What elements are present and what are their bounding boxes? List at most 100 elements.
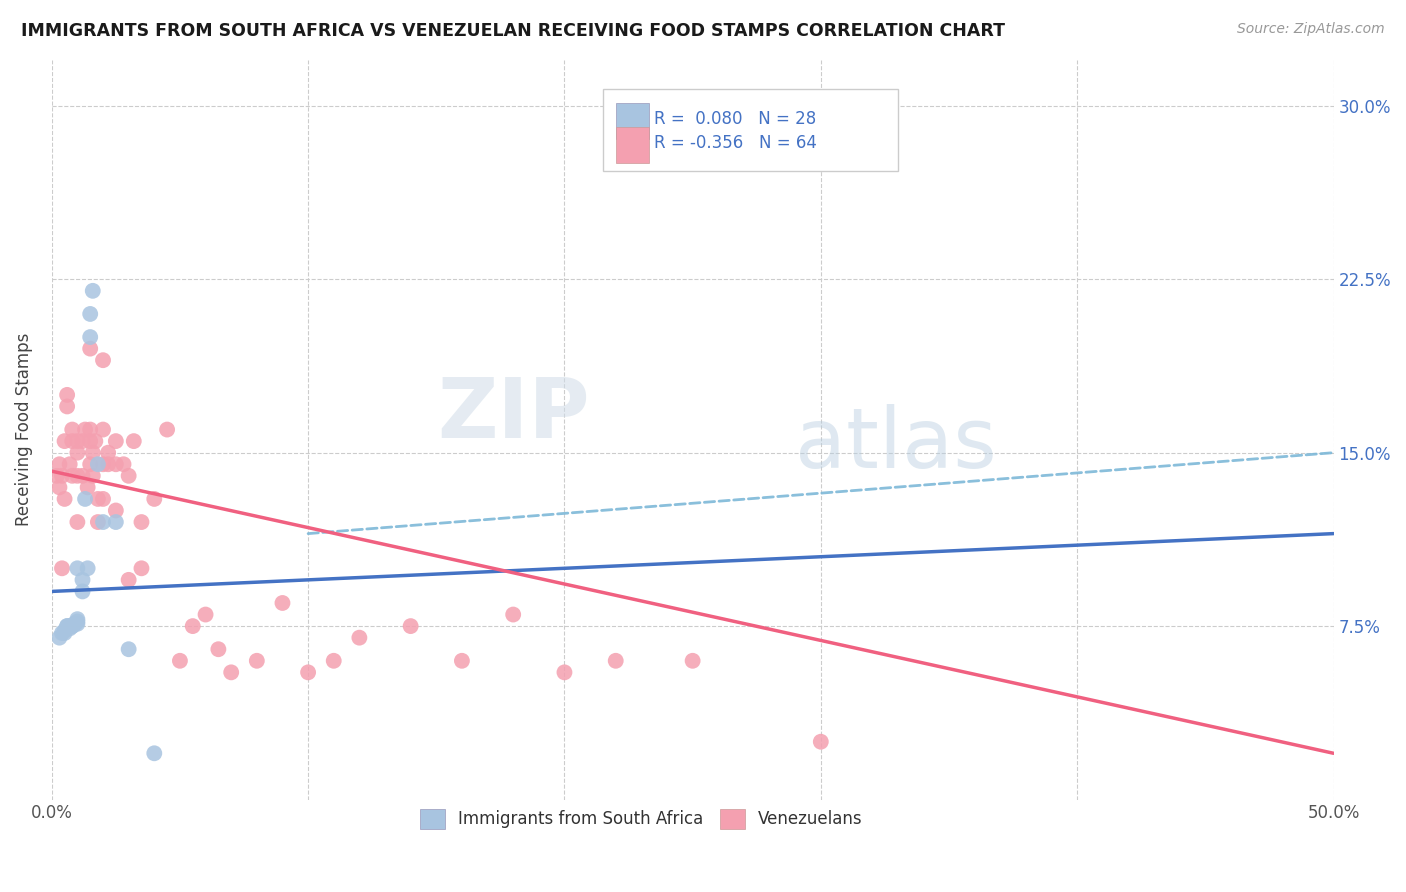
Point <box>53 434 76 449</box>
Point <box>76 480 98 494</box>
Point <box>194 607 217 622</box>
Point <box>56 388 79 402</box>
Point <box>451 654 474 668</box>
Point <box>84 434 107 449</box>
Point <box>156 423 179 437</box>
Text: ZIP: ZIP <box>437 375 591 455</box>
Point <box>59 619 82 633</box>
Point <box>97 445 120 459</box>
Point <box>112 457 135 471</box>
Point <box>66 468 89 483</box>
Point <box>104 503 127 517</box>
Point <box>76 561 98 575</box>
Point <box>82 468 104 483</box>
FancyBboxPatch shape <box>603 89 897 170</box>
Point <box>502 607 524 622</box>
Point <box>45 468 67 483</box>
Point <box>143 491 166 506</box>
Point <box>91 491 114 506</box>
Point <box>66 616 89 631</box>
Point <box>75 423 97 437</box>
Point <box>56 400 79 414</box>
Point <box>118 468 141 483</box>
Text: IMMIGRANTS FROM SOUTH AFRICA VS VENEZUELAN RECEIVING FOOD STAMPS CORRELATION CHA: IMMIGRANTS FROM SOUTH AFRICA VS VENEZUEL… <box>21 22 1005 40</box>
Point <box>56 619 79 633</box>
Point <box>246 654 269 668</box>
Point <box>60 619 83 633</box>
Point <box>104 434 127 449</box>
Point <box>181 619 204 633</box>
Point <box>66 515 89 529</box>
Point <box>169 654 191 668</box>
Text: atlas: atlas <box>796 404 997 485</box>
Point <box>143 746 166 760</box>
Point <box>48 480 70 494</box>
FancyBboxPatch shape <box>616 103 650 139</box>
Point <box>51 468 73 483</box>
Point <box>399 619 422 633</box>
Point <box>349 631 371 645</box>
Point <box>104 515 127 529</box>
Text: R =  0.080   N = 28: R = 0.080 N = 28 <box>654 110 817 128</box>
Point <box>271 596 294 610</box>
Point <box>682 654 704 668</box>
Point <box>79 423 101 437</box>
Point <box>122 434 145 449</box>
Point <box>66 612 89 626</box>
Point <box>51 561 73 575</box>
Point <box>48 457 70 471</box>
Point <box>553 665 575 680</box>
Point <box>91 515 114 529</box>
Point <box>66 445 89 459</box>
Point <box>66 434 89 449</box>
Text: R = -0.356   N = 64: R = -0.356 N = 64 <box>654 134 817 153</box>
Point <box>79 330 101 344</box>
Point <box>51 626 73 640</box>
Point <box>60 468 83 483</box>
Point <box>72 584 94 599</box>
Point <box>48 631 70 645</box>
Point <box>79 434 101 449</box>
Point <box>322 654 344 668</box>
Point <box>118 573 141 587</box>
Point <box>82 284 104 298</box>
Point <box>97 457 120 471</box>
Point <box>66 561 89 575</box>
Point <box>60 423 83 437</box>
Point <box>91 457 114 471</box>
Legend: Immigrants from South Africa, Venezuelans: Immigrants from South Africa, Venezuelan… <box>413 802 870 836</box>
Point <box>91 353 114 368</box>
Point <box>60 619 83 633</box>
Point <box>72 573 94 587</box>
Point <box>104 457 127 471</box>
Point <box>79 307 101 321</box>
Point <box>53 624 76 638</box>
Point <box>91 423 114 437</box>
Y-axis label: Receiving Food Stamps: Receiving Food Stamps <box>15 333 32 526</box>
FancyBboxPatch shape <box>616 127 650 163</box>
Point <box>75 491 97 506</box>
Point <box>131 561 153 575</box>
Point <box>82 445 104 459</box>
Point <box>53 626 76 640</box>
Point <box>59 457 82 471</box>
Point <box>87 515 110 529</box>
Point <box>118 642 141 657</box>
Point <box>63 616 86 631</box>
Point <box>207 642 229 657</box>
Point <box>53 491 76 506</box>
Point <box>60 434 83 449</box>
Point <box>59 622 82 636</box>
Point <box>87 457 110 471</box>
Point <box>297 665 319 680</box>
Point <box>605 654 627 668</box>
Point <box>810 735 832 749</box>
Point <box>131 515 153 529</box>
Point <box>219 665 242 680</box>
Point <box>66 615 89 629</box>
Point <box>63 616 86 631</box>
Point <box>79 457 101 471</box>
Point <box>72 468 94 483</box>
Point <box>87 491 110 506</box>
Point <box>79 342 101 356</box>
